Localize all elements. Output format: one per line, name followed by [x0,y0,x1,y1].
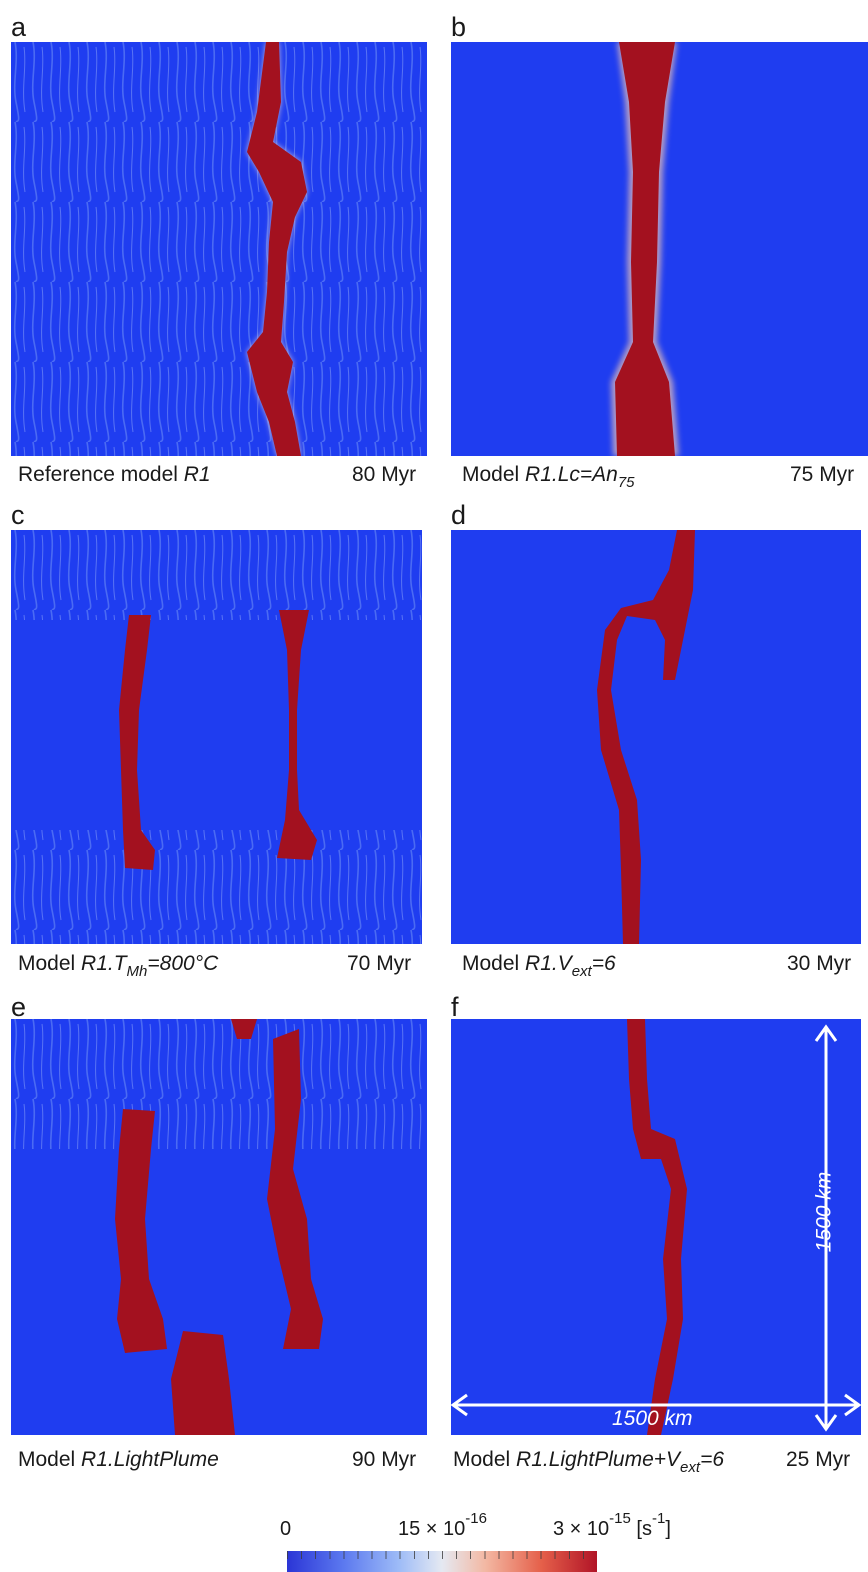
strain-rate-map-a [11,42,427,456]
time-a: 80 Myr [352,463,417,486]
time-e: 90 Myr [352,1448,417,1471]
caption-d: Model R1.Vext=6 [462,952,616,980]
time-c: 70 Myr [347,952,412,975]
rift-zone [627,1019,687,1435]
scale-label-vertical: 1500 km [812,1171,836,1253]
caption-e: Model R1.LightPlume [18,1448,219,1471]
caption-b: Model R1.Lc=An75 [462,463,635,491]
rift-zone [277,610,317,860]
time-b: 75 Myr [790,463,855,486]
rift-zone [119,615,155,870]
colorbar-mid-label: 15 × 10-16 [398,1510,487,1540]
rift-zone [115,1109,167,1353]
rift-zone [171,1331,235,1435]
strain-rate-map-d [451,530,861,944]
rift-zone [615,42,675,456]
vertical-scale-arrow [814,1024,838,1432]
time-f: 25 Myr [786,1448,851,1471]
caption-c: Model R1.TMh=800°C [18,952,219,980]
time-d: 30 Myr [787,952,852,975]
colorbar-min-label: 0 [280,1518,292,1540]
panel-letter-e: e [11,992,27,1022]
horizontal-scale-arrow [451,1393,861,1417]
panel-letter-a: a [11,12,27,42]
panel-letter-f: f [451,992,459,1022]
panel-letter-b: b [451,12,467,42]
caption-f: Model R1.LightPlume+Vext=6 [453,1448,725,1476]
colorbar-ticks [287,1551,597,1559]
rift-zone [597,530,695,944]
colorbar-max-label: 3 × 10-15 [s-1] [553,1510,671,1540]
panel-letter-c: c [11,500,25,530]
strain-rate-map-c [11,530,422,944]
rift-zone [247,42,307,456]
strain-rate-map-f [451,1019,861,1435]
strain-rate-map-e [11,1019,427,1435]
panel-letter-d: d [451,500,467,530]
scale-label-horizontal: 1500 km [612,1407,693,1430]
caption-a: Reference model R1 [18,463,211,486]
strain-rate-map-b [451,42,868,456]
rift-zone [267,1029,323,1349]
